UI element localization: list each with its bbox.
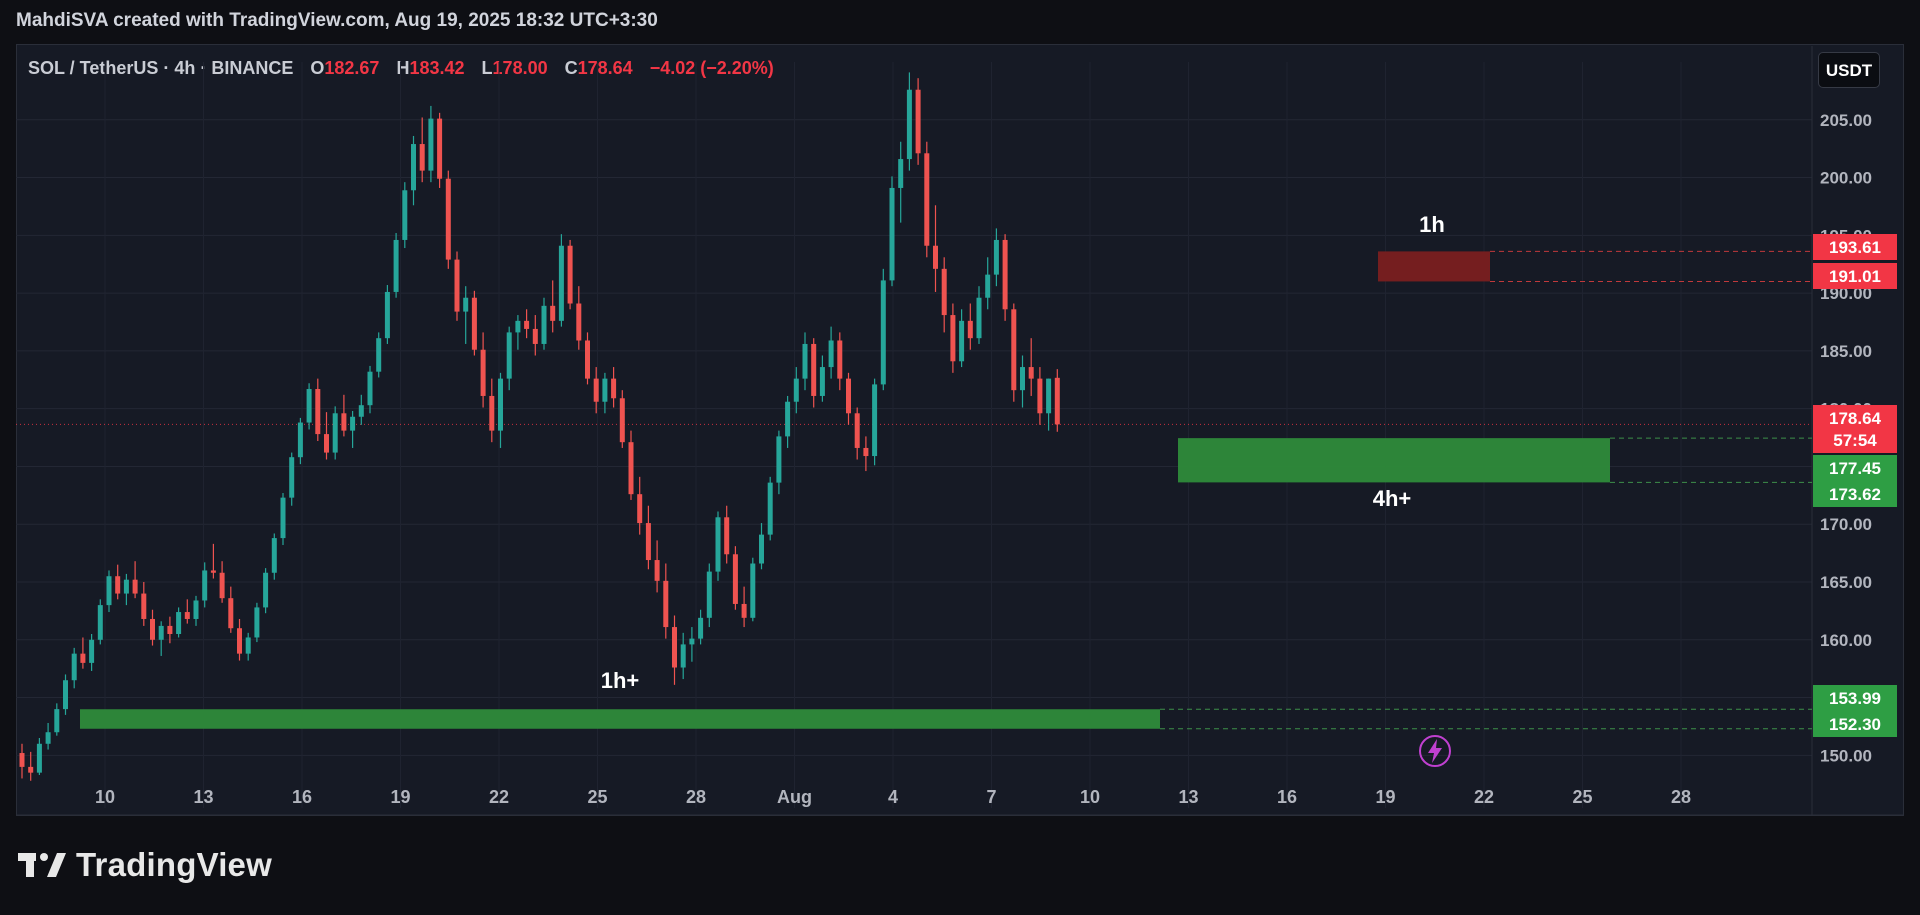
high-label: H [396,58,410,78]
chart-credit: MahdiSVA created with TradingView.com, A… [16,10,658,31]
close-label: C [564,58,578,78]
chart-panel[interactable] [16,44,1904,816]
close-value: 178.64 [577,58,633,78]
open-value: 182.67 [324,58,380,78]
tradingview-logo[interactable]: TradingView [18,846,272,884]
low-label: L [481,58,493,78]
high-value: 183.42 [409,58,465,78]
symbol-name[interactable]: SOL / TetherUS · 4h · BINANCE [28,58,294,78]
symbol-legend: SOL / TetherUS · 4h · BINANCE O182.67 H1… [28,58,774,79]
currency-button[interactable]: USDT [1818,52,1880,88]
low-value: 178.00 [492,58,548,78]
open-label: O [310,58,325,78]
tradingview-logo-icon [18,853,66,877]
tradingview-brand: TradingView [76,846,272,883]
change-value: −4.02 (−2.20%) [649,58,774,78]
